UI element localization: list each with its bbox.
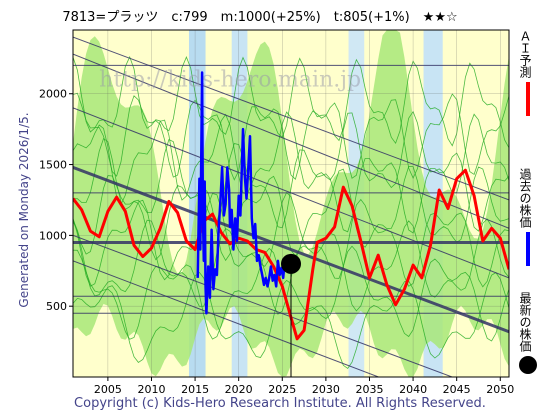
legend-past-price: 過去の株価 (518, 168, 540, 266)
watermark: http://kids-hero.main.jp (99, 68, 361, 93)
y-tick-label: 2000 (39, 88, 67, 101)
x-tick-label: 2040 (399, 383, 427, 396)
x-tick-label: 2010 (137, 383, 165, 396)
x-tick-label: 2020 (225, 383, 253, 396)
y-tick-label: 1000 (39, 229, 67, 242)
copyright: Copyright (c) Kids-Hero Research Institu… (74, 396, 486, 411)
band-line (73, 137, 509, 234)
series-ai-forecast-line (73, 168, 509, 341)
y-tick-label: 1500 (39, 159, 67, 172)
x-tick-label: 2035 (355, 383, 383, 396)
band-line (73, 55, 509, 148)
x-tick-label: 2045 (443, 383, 471, 396)
legend-latest-price: 最新の株価 (518, 292, 540, 374)
trend-line (73, 107, 509, 279)
x-tick-label: 2005 (94, 383, 122, 396)
plot-area: http://kids-hero.main.jp (73, 30, 509, 377)
legend-ai-forecast: ＡＩ予測 (518, 30, 540, 116)
band-line (73, 92, 509, 181)
x-tick-label: 2030 (312, 383, 340, 396)
trend-line (73, 165, 509, 334)
legend-ai-forecast-label: ＡＩ予測 (518, 30, 532, 78)
x-tick-label: 2025 (268, 383, 296, 396)
legend-past-price-swatch (526, 232, 530, 266)
legend-latest-price-label: 最新の株価 (518, 292, 532, 352)
series-past-price-line (196, 71, 292, 315)
plot-frame (72, 29, 510, 378)
legend-latest-price-dot (519, 356, 537, 374)
y-tick-label: 500 (46, 300, 67, 313)
latest-price-dot (281, 253, 301, 274)
legend-ai-forecast-swatch (526, 82, 530, 116)
band-line (73, 110, 509, 206)
legend-past-price-label: 過去の株価 (518, 168, 532, 228)
trend-line (73, 36, 509, 201)
x-tick-label: 2015 (181, 383, 209, 396)
x-tick-label: 2050 (486, 383, 514, 396)
chart-title: 7813=プラッツ c:799 m:1000(+25%) t:805(+1%) … (62, 10, 458, 25)
